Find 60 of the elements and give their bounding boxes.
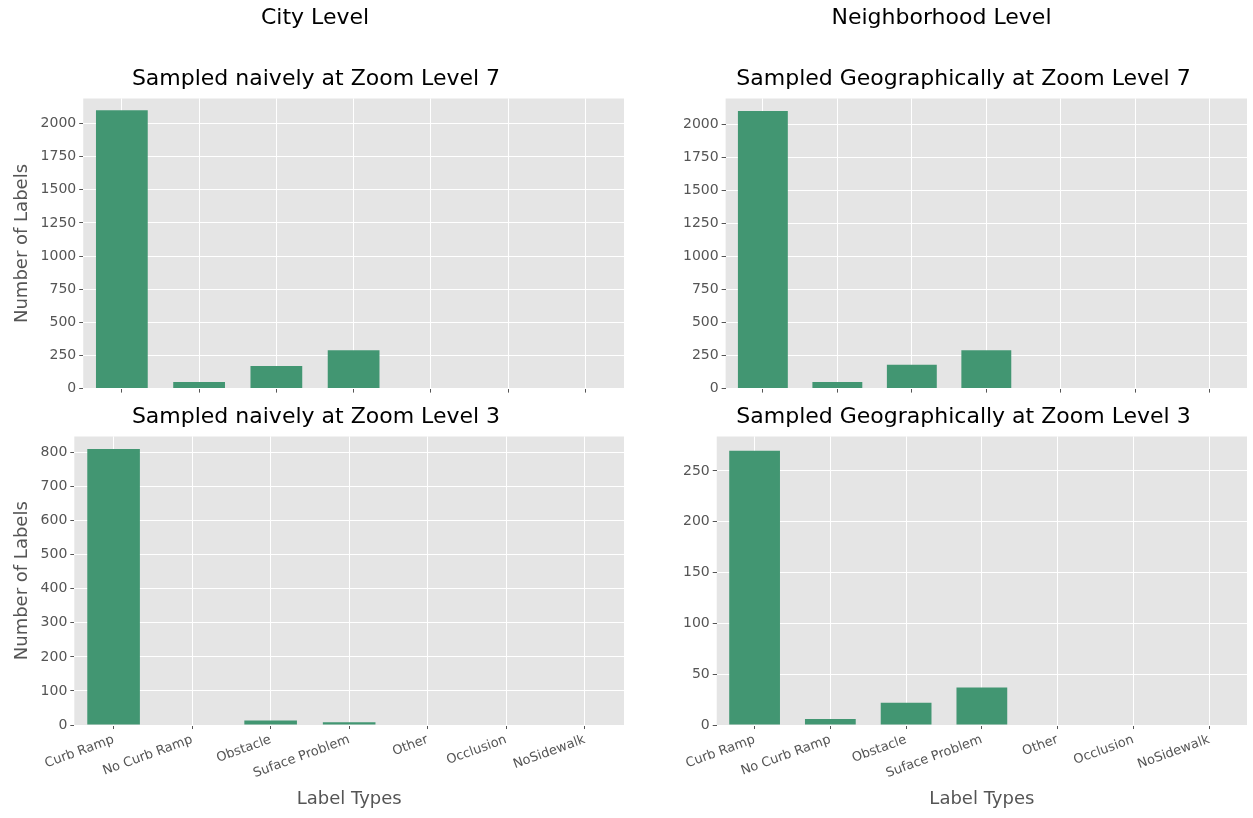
y-tick-label: 200 bbox=[40, 647, 68, 664]
bar bbox=[173, 381, 225, 389]
y-tick-label: 0 bbox=[58, 715, 68, 732]
bar bbox=[961, 350, 1012, 389]
bar bbox=[322, 722, 376, 725]
y-tick-label: 800 bbox=[40, 443, 68, 460]
y-tick-label: 50 bbox=[691, 664, 710, 681]
y-tick-label: 150 bbox=[682, 563, 710, 580]
chart-title: Sampled Geographically at Zoom Level 3 bbox=[736, 402, 1191, 428]
x-axis-title: Label Types bbox=[296, 786, 402, 808]
bar bbox=[95, 110, 148, 389]
chart-title: Sampled Geographically at Zoom Level 7 bbox=[736, 64, 1191, 90]
y-tick-label: 1000 bbox=[40, 246, 77, 263]
bar bbox=[250, 366, 303, 389]
y-tick-label: 200 bbox=[682, 512, 710, 529]
y-tick-label: 250 bbox=[49, 346, 77, 363]
x-tick-label: Other bbox=[1019, 731, 1061, 758]
text: Neighborhood Level bbox=[830, 4, 1053, 29]
y-tick-label: 1750 bbox=[682, 147, 719, 164]
y-tick-label: 0 bbox=[709, 379, 719, 396]
y-axis-title: Number of Labels bbox=[10, 163, 32, 324]
bar bbox=[737, 110, 788, 389]
bar bbox=[880, 702, 932, 725]
y-tick-label: 1500 bbox=[682, 180, 719, 197]
chart-title: Sampled naively at Zoom Level 7 bbox=[131, 64, 501, 90]
x-tick-label: Other bbox=[390, 731, 431, 758]
y-tick-label: 500 bbox=[40, 545, 68, 562]
y-tick-label: 1250 bbox=[40, 213, 77, 230]
y-tick-label: 100 bbox=[40, 681, 68, 698]
bar bbox=[87, 449, 140, 725]
y-tick-label: 100 bbox=[682, 614, 710, 631]
y-axis-title: Number of Labels bbox=[10, 501, 32, 661]
bar bbox=[244, 720, 297, 725]
text: City Level bbox=[259, 4, 371, 29]
y-tick-label: 2000 bbox=[682, 114, 719, 131]
bar bbox=[956, 687, 1008, 725]
bar bbox=[327, 350, 380, 389]
bar bbox=[729, 450, 780, 725]
chart-title: Sampled naively at Zoom Level 3 bbox=[131, 402, 501, 428]
bar bbox=[812, 381, 863, 389]
y-tick-label: 750 bbox=[49, 279, 77, 296]
y-tick-label: 400 bbox=[40, 579, 68, 596]
y-tick-label: 500 bbox=[49, 312, 77, 329]
y-tick-label: 1000 bbox=[682, 247, 719, 264]
y-tick-label: 700 bbox=[40, 477, 68, 494]
y-tick-label: 500 bbox=[691, 313, 719, 330]
y-tick-label: 250 bbox=[691, 346, 719, 363]
y-tick-label: 600 bbox=[40, 511, 68, 528]
y-tick-label: 300 bbox=[40, 613, 68, 630]
bar bbox=[804, 718, 856, 725]
bar bbox=[886, 364, 937, 389]
y-tick-label: 1500 bbox=[40, 180, 77, 197]
y-tick-label: 1750 bbox=[40, 147, 77, 164]
y-tick-label: 0 bbox=[67, 379, 77, 396]
y-tick-label: 2000 bbox=[40, 114, 77, 131]
y-tick-label: 250 bbox=[682, 461, 710, 478]
y-tick-label: 1250 bbox=[682, 213, 719, 230]
x-axis-title: Label Types bbox=[929, 786, 1035, 808]
y-tick-label: 0 bbox=[700, 715, 710, 732]
y-tick-label: 750 bbox=[691, 280, 719, 297]
